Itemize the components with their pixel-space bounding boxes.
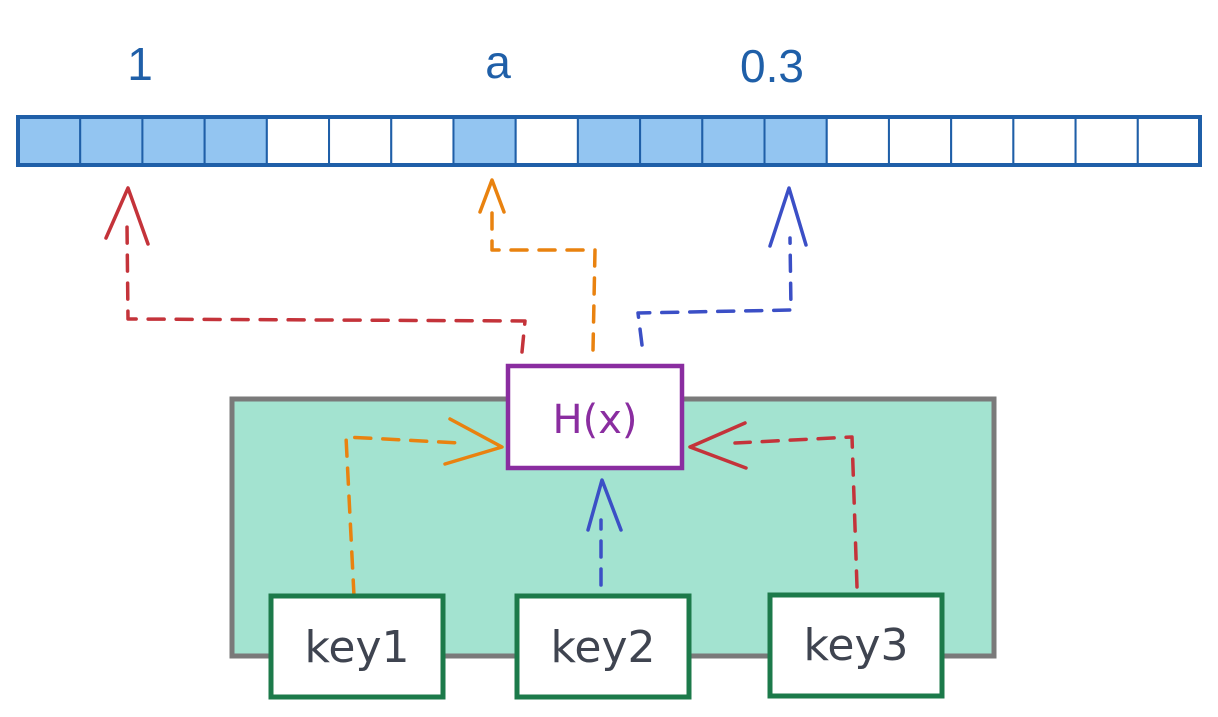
storage-array bbox=[16, 115, 1202, 167]
key-box-2: key2 bbox=[514, 593, 692, 700]
array-cell bbox=[328, 116, 393, 166]
array-cell bbox=[825, 116, 890, 166]
array-cell bbox=[1012, 116, 1077, 166]
array-cell bbox=[1074, 116, 1139, 166]
array-cell bbox=[639, 116, 704, 166]
array-cell bbox=[514, 116, 579, 166]
array-cell bbox=[452, 116, 517, 166]
arrow-key1-to-hash bbox=[344, 417, 504, 598]
value-label-a: a bbox=[485, 36, 511, 88]
array-cell bbox=[141, 116, 206, 166]
array-cell bbox=[390, 116, 455, 166]
key-box-1: key1 bbox=[268, 593, 446, 700]
array-cell bbox=[887, 116, 953, 166]
array-cell bbox=[17, 116, 82, 166]
arrow-hash-to-value-a bbox=[478, 178, 597, 352]
arrow-key3-to-hash bbox=[688, 421, 859, 589]
array-cell bbox=[950, 116, 1015, 166]
array-cell bbox=[79, 116, 144, 166]
value-label-1: 1 bbox=[127, 38, 153, 90]
array-cell bbox=[763, 116, 828, 166]
key-label-2: key2 bbox=[550, 622, 655, 673]
arrow-key2-to-hash bbox=[586, 478, 623, 587]
key-box-3: key3 bbox=[767, 592, 945, 699]
hash-function-label: H(x) bbox=[553, 397, 638, 443]
key-label-1: key1 bbox=[304, 622, 409, 673]
array-cell bbox=[203, 116, 268, 166]
array-cell bbox=[701, 116, 766, 166]
arrow-hash-to-value-1 bbox=[104, 186, 527, 354]
arrow-hash-to-value-0.3 bbox=[636, 186, 808, 347]
key-label-3: key3 bbox=[803, 620, 908, 671]
array-cell bbox=[1136, 116, 1201, 166]
value-label-0.3: 0.3 bbox=[740, 40, 804, 92]
array-cell bbox=[265, 116, 331, 166]
hash-function-box: H(x) bbox=[505, 363, 685, 471]
array-outline bbox=[16, 115, 1202, 167]
array-cell bbox=[576, 116, 642, 166]
